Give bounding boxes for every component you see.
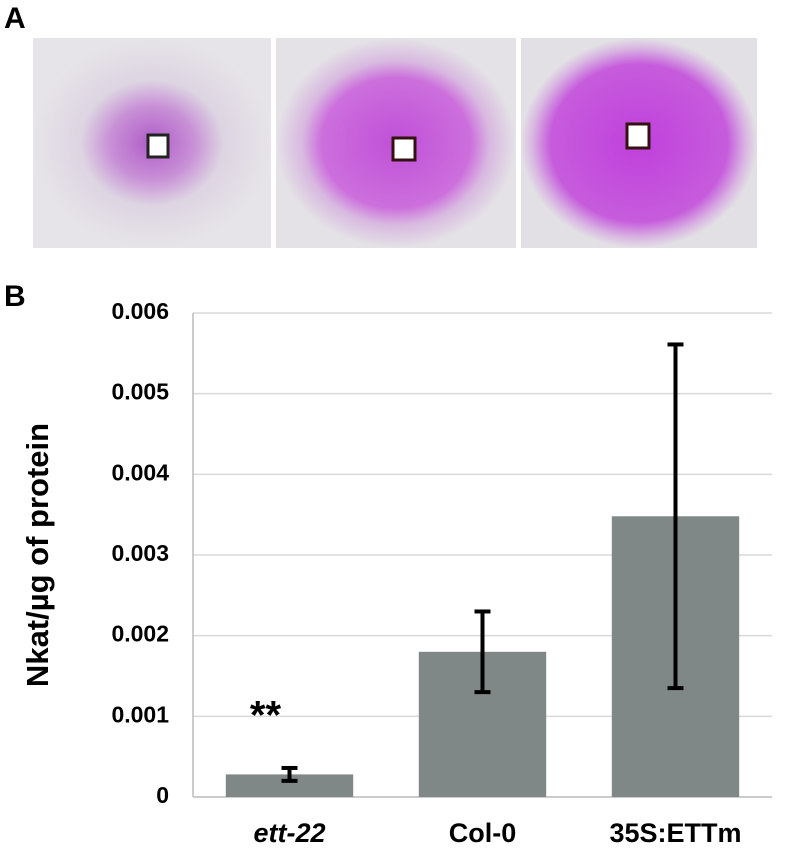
y-tick-label: 0.001 (111, 701, 169, 727)
y-tick-label: 0 (156, 782, 169, 808)
y-tick-label: 0.005 (111, 379, 169, 405)
plot-area: 0 0.001 0.002 0.003 0.004 0.005 0.006 ett-22 Col… (111, 298, 772, 848)
y-tick-label: 0.002 (111, 621, 169, 647)
y-axis-label: Nkat/µg of protein (20, 423, 55, 687)
bar (225, 774, 354, 797)
x-tick-label: ett-22 (253, 818, 325, 848)
well (146, 133, 170, 159)
significance-annotation: ** (250, 694, 282, 738)
error-bar (474, 609, 491, 695)
error-bar (667, 342, 684, 691)
well (391, 136, 417, 162)
y-tick-label: 0.006 (111, 298, 169, 324)
panel-label: B (4, 280, 26, 313)
plate-images (33, 38, 757, 248)
x-tick-label: 35S:ETTm (609, 818, 741, 848)
error-bar (281, 765, 298, 783)
panel-label: A (4, 2, 26, 35)
y-tick-label: 0.003 (111, 540, 169, 566)
well (625, 122, 651, 150)
x-tick-label: Col-0 (449, 818, 517, 848)
y-tick-label: 0.004 (111, 459, 169, 485)
